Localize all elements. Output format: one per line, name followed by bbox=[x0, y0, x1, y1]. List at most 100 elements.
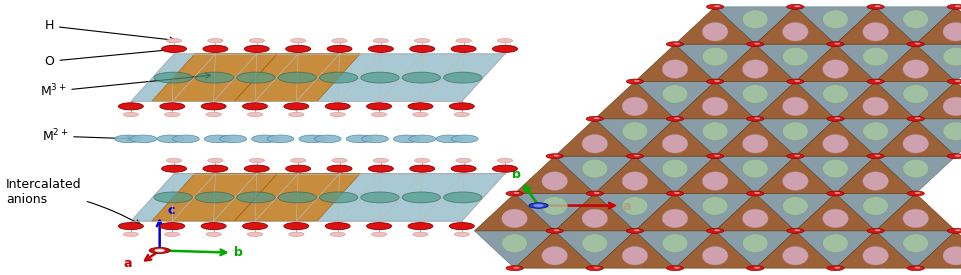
Ellipse shape bbox=[702, 97, 727, 116]
Ellipse shape bbox=[781, 246, 807, 265]
Circle shape bbox=[825, 191, 843, 196]
Circle shape bbox=[160, 222, 185, 230]
Circle shape bbox=[283, 103, 308, 110]
Circle shape bbox=[954, 229, 960, 231]
Circle shape bbox=[393, 135, 420, 143]
Circle shape bbox=[236, 72, 275, 83]
Circle shape bbox=[443, 192, 481, 203]
Ellipse shape bbox=[742, 159, 767, 178]
Circle shape bbox=[247, 232, 262, 236]
Polygon shape bbox=[634, 119, 714, 156]
Text: M$^{2+}$: M$^{2+}$ bbox=[41, 128, 132, 144]
Ellipse shape bbox=[862, 47, 888, 66]
Circle shape bbox=[626, 154, 643, 159]
Ellipse shape bbox=[742, 60, 767, 78]
Polygon shape bbox=[152, 54, 277, 101]
Ellipse shape bbox=[622, 197, 647, 215]
Circle shape bbox=[906, 191, 924, 196]
Ellipse shape bbox=[862, 197, 888, 215]
Circle shape bbox=[154, 72, 192, 83]
Polygon shape bbox=[675, 156, 754, 194]
Circle shape bbox=[746, 191, 763, 196]
Ellipse shape bbox=[822, 234, 848, 253]
Circle shape bbox=[366, 222, 391, 230]
Circle shape bbox=[412, 112, 428, 117]
Polygon shape bbox=[594, 119, 675, 156]
Circle shape bbox=[123, 232, 138, 236]
Circle shape bbox=[371, 232, 386, 236]
Ellipse shape bbox=[822, 134, 848, 153]
Ellipse shape bbox=[902, 234, 927, 253]
Text: a: a bbox=[123, 257, 132, 270]
Circle shape bbox=[456, 39, 471, 43]
Polygon shape bbox=[714, 231, 795, 268]
Text: b: b bbox=[511, 168, 520, 181]
Polygon shape bbox=[834, 194, 915, 231]
Ellipse shape bbox=[902, 60, 927, 78]
Circle shape bbox=[160, 103, 185, 110]
Ellipse shape bbox=[942, 22, 961, 41]
Circle shape bbox=[705, 154, 723, 159]
Circle shape bbox=[166, 39, 182, 43]
Ellipse shape bbox=[942, 122, 961, 141]
Ellipse shape bbox=[622, 97, 647, 116]
Circle shape bbox=[674, 267, 679, 268]
Circle shape bbox=[290, 158, 306, 163]
Ellipse shape bbox=[902, 209, 927, 228]
Circle shape bbox=[195, 72, 234, 83]
Circle shape bbox=[325, 103, 350, 110]
Circle shape bbox=[360, 72, 399, 83]
Circle shape bbox=[346, 135, 373, 143]
Circle shape bbox=[327, 165, 352, 172]
Circle shape bbox=[332, 39, 347, 43]
Polygon shape bbox=[554, 194, 634, 231]
Ellipse shape bbox=[622, 172, 647, 190]
Circle shape bbox=[866, 4, 883, 9]
Circle shape bbox=[794, 80, 800, 82]
Circle shape bbox=[373, 39, 388, 43]
Text: M$^{3+}$: M$^{3+}$ bbox=[39, 73, 210, 100]
Circle shape bbox=[713, 6, 719, 7]
Circle shape bbox=[713, 229, 719, 231]
Ellipse shape bbox=[822, 159, 848, 178]
Circle shape bbox=[244, 45, 269, 53]
Polygon shape bbox=[915, 44, 961, 81]
Circle shape bbox=[874, 80, 879, 82]
Circle shape bbox=[319, 72, 357, 83]
Circle shape bbox=[155, 249, 164, 252]
Circle shape bbox=[794, 155, 800, 156]
Polygon shape bbox=[234, 54, 359, 101]
Ellipse shape bbox=[661, 159, 687, 178]
Polygon shape bbox=[754, 7, 834, 44]
Ellipse shape bbox=[502, 234, 527, 253]
Polygon shape bbox=[634, 194, 714, 231]
Circle shape bbox=[593, 192, 599, 194]
Ellipse shape bbox=[541, 246, 567, 265]
Circle shape bbox=[449, 103, 474, 110]
Circle shape bbox=[203, 165, 228, 172]
Circle shape bbox=[753, 192, 759, 194]
Text: b: b bbox=[234, 246, 243, 259]
Polygon shape bbox=[754, 231, 834, 268]
Circle shape bbox=[451, 165, 476, 172]
Circle shape bbox=[585, 116, 603, 121]
Polygon shape bbox=[875, 194, 955, 231]
Circle shape bbox=[746, 42, 763, 46]
Circle shape bbox=[371, 112, 386, 117]
Circle shape bbox=[130, 135, 157, 143]
Ellipse shape bbox=[581, 234, 607, 253]
Circle shape bbox=[914, 192, 920, 194]
Ellipse shape bbox=[702, 172, 727, 190]
Circle shape bbox=[252, 135, 278, 143]
Circle shape bbox=[204, 135, 231, 143]
Circle shape bbox=[513, 192, 519, 194]
Polygon shape bbox=[634, 81, 714, 119]
Circle shape bbox=[794, 229, 800, 231]
Polygon shape bbox=[554, 156, 634, 194]
Circle shape bbox=[753, 267, 759, 268]
Circle shape bbox=[497, 39, 512, 43]
Polygon shape bbox=[834, 81, 915, 119]
Circle shape bbox=[666, 191, 683, 196]
Ellipse shape bbox=[742, 85, 767, 103]
Polygon shape bbox=[915, 231, 961, 268]
